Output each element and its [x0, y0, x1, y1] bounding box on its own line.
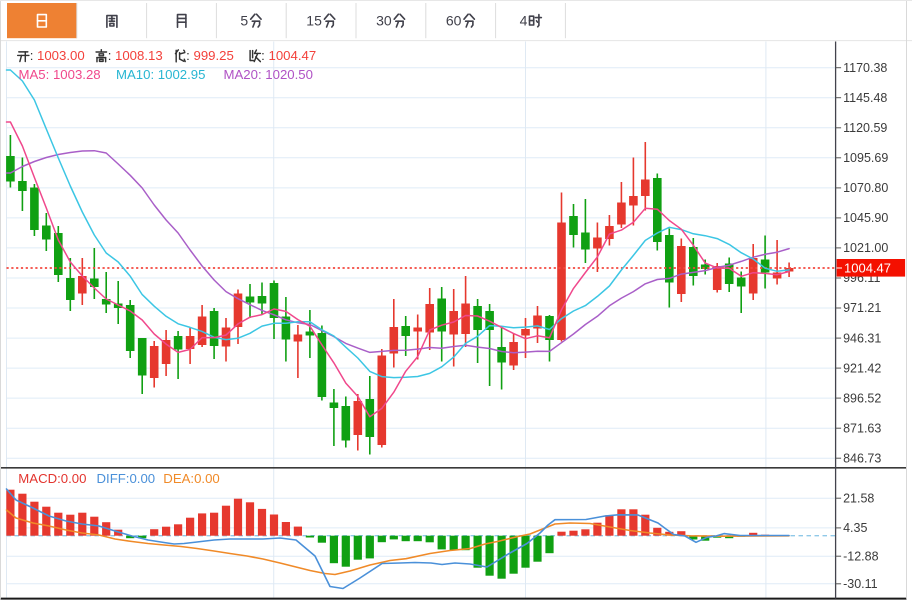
svg-text:-12.88: -12.88	[843, 549, 878, 563]
svg-text:15: 15	[306, 13, 322, 29]
svg-text::: :	[186, 48, 190, 63]
svg-text::: :	[261, 48, 265, 63]
svg-text:21.58: 21.58	[843, 491, 874, 505]
svg-text:1003.00: 1003.00	[37, 48, 85, 63]
svg-text:MA5: 1003.28: MA5: 1003.28	[19, 67, 101, 82]
svg-text::: :	[30, 48, 34, 63]
svg-text:4.35: 4.35	[843, 521, 867, 535]
svg-text:1004.47: 1004.47	[269, 48, 317, 63]
svg-text:921.42: 921.42	[843, 361, 881, 375]
svg-text:1145.48: 1145.48	[843, 91, 887, 105]
svg-text:4: 4	[520, 13, 528, 29]
svg-text:1095.69: 1095.69	[843, 151, 888, 165]
svg-text:1070.80: 1070.80	[843, 181, 888, 195]
svg-text:946.31: 946.31	[843, 331, 881, 345]
svg-text:846.73: 846.73	[843, 451, 881, 465]
svg-text:1045.90: 1045.90	[843, 211, 888, 225]
svg-text:971.21: 971.21	[843, 301, 881, 315]
svg-text:-30.11: -30.11	[843, 577, 878, 591]
svg-text:MA10: 1002.95: MA10: 1002.95	[116, 67, 205, 82]
svg-text:871.63: 871.63	[843, 421, 881, 435]
svg-text:999.25: 999.25	[194, 48, 234, 63]
svg-text::: :	[108, 48, 112, 63]
svg-text:MA20: 1020.50: MA20: 1020.50	[224, 67, 313, 82]
svg-text:DEA:0.00: DEA:0.00	[163, 471, 219, 486]
svg-text:896.52: 896.52	[843, 391, 881, 405]
svg-text:DIFF:0.00: DIFF:0.00	[97, 471, 156, 486]
svg-text:1120.59: 1120.59	[843, 121, 887, 135]
svg-text:30: 30	[376, 13, 392, 29]
svg-text:60: 60	[446, 13, 462, 29]
svg-text:1008.13: 1008.13	[115, 48, 163, 63]
svg-text:1004.47: 1004.47	[844, 261, 891, 276]
svg-text:1021.00: 1021.00	[843, 241, 888, 255]
svg-text:MACD:0.00: MACD:0.00	[18, 471, 86, 486]
svg-text:5: 5	[240, 13, 248, 29]
svg-text:1170.38: 1170.38	[843, 61, 887, 75]
